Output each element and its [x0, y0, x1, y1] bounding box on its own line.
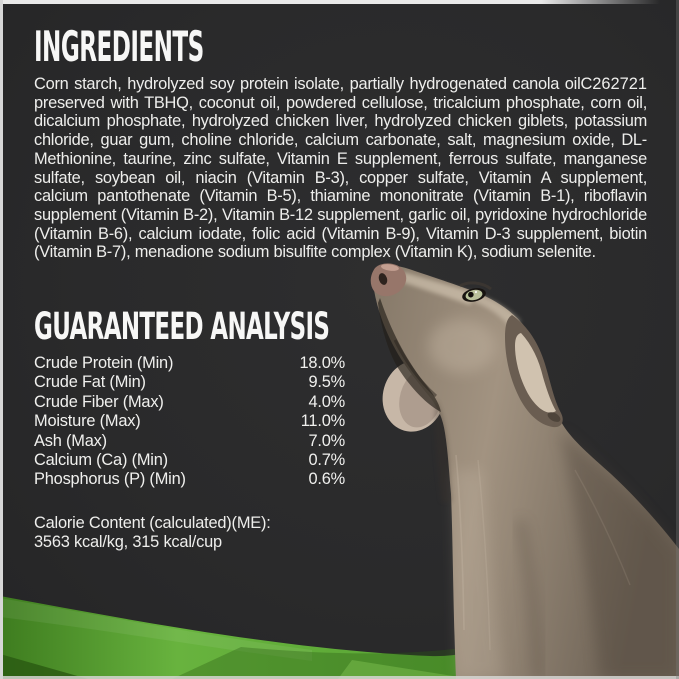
table-row: Ash (Max) 7.0% — [34, 432, 345, 451]
analysis-value: 9.5% — [308, 373, 345, 392]
analysis-label: Moisture (Max) — [34, 412, 141, 431]
analysis-value: 4.0% — [308, 392, 345, 411]
analysis-value: 11.0% — [300, 412, 345, 431]
calorie-content-values: 3563 kcal/kg, 315 kcal/cup — [34, 533, 222, 551]
table-row: Crude Fat (Min) 9.5% — [34, 373, 345, 392]
table-row: Moisture (Max) 11.0% — [34, 412, 345, 431]
analysis-value: 18.0% — [299, 354, 346, 372]
ingredients-title-text: INGREDIENTS — [34, 22, 204, 71]
analysis-label: Calcium (Ca) (Min) — [34, 450, 168, 469]
calorie-content-section: Calorie Content (calculated)(ME): 3563 k… — [34, 514, 364, 552]
ingredients-paragraph: C262721 Corn starch, hydrolyzed soy prote… — [34, 75, 647, 262]
ingredients-section: INGREDIENTS C262721 Corn starch, hydrolyz… — [34, 26, 647, 262]
green-swoosh-graphic — [0, 596, 506, 679]
label-edge-left — [0, 0, 3, 679]
analysis-value: 0.6% — [308, 470, 345, 489]
guaranteed-analysis-title-text: GUARANTEED ANALYSIS — [34, 305, 330, 348]
ingredients-text: Corn starch, hydrolyzed soy protein isol… — [34, 75, 647, 262]
guaranteed-analysis-section: GUARANTEED ANALYSIS Crude Protein (Min) … — [34, 308, 346, 490]
analysis-label: Ash (Max) — [34, 431, 107, 450]
analysis-label: Crude Fat (Min) — [34, 373, 146, 392]
formula-code: C262721 — [580, 75, 647, 93]
analysis-label: Crude Fiber (Max) — [34, 392, 164, 411]
table-row: Crude Protein (Min) 18.0% — [34, 354, 345, 373]
guaranteed-analysis-title: GUARANTEED ANALYSIS — [34, 308, 346, 345]
label-edge-bottom — [0, 676, 679, 679]
analysis-value: 7.0% — [308, 431, 345, 450]
table-row: Phosphorus (P) (Min) 0.6% — [34, 470, 345, 489]
analysis-value: 0.7% — [308, 450, 345, 469]
table-row: Calcium (Ca) (Min) 0.7% — [34, 451, 345, 470]
label-edge-right — [676, 0, 679, 679]
calorie-content-heading: Calorie Content (calculated)(ME): — [34, 514, 271, 532]
table-row: Crude Fiber (Max) 4.0% — [34, 393, 345, 412]
guaranteed-analysis-table: Crude Protein (Min) 18.0% Crude Fat (Min… — [34, 354, 345, 490]
analysis-label: Crude Protein (Min) — [34, 354, 174, 372]
dog-photo — [370, 263, 679, 679]
ingredients-title: INGREDIENTS — [34, 26, 647, 68]
label-edge-top — [0, 0, 660, 4]
analysis-label: Phosphorus (P) (Min) — [34, 470, 186, 489]
